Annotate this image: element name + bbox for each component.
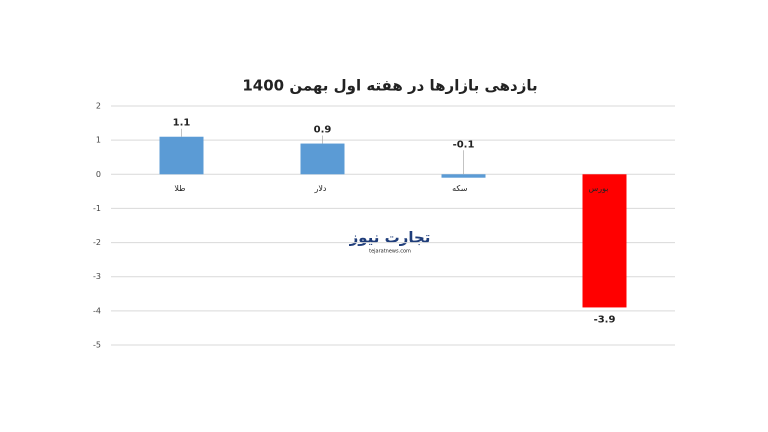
value-label: 0.9 [314, 125, 332, 136]
value-label: -0.1 [453, 139, 475, 150]
y-tick-label: 1 [96, 136, 101, 145]
category-label: سکه [452, 184, 468, 193]
y-tick-label: -1 [93, 204, 101, 213]
bar [159, 136, 204, 175]
y-tick-label: -2 [93, 238, 101, 247]
y-tick-label: 2 [96, 102, 101, 111]
value-label: -3.9 [594, 314, 616, 325]
bar [300, 143, 345, 175]
y-tick-label: -4 [93, 306, 101, 315]
chart-title: بازدهی بازارها در هفته اول بهمن 1400 [242, 77, 537, 95]
category-label: دلار [314, 184, 327, 193]
y-tick-label: 0 [96, 170, 101, 179]
bar [582, 174, 627, 308]
category-label: طلا [174, 184, 185, 193]
value-label: 1.1 [173, 118, 191, 129]
category-label: بورس [589, 184, 609, 193]
watermark-brand: تجارت نیوز [349, 229, 431, 247]
watermark-site: tejaratnews.com [369, 249, 411, 255]
bar [441, 174, 486, 178]
y-tick-label: -5 [93, 341, 101, 350]
y-tick-label: -3 [93, 272, 101, 281]
